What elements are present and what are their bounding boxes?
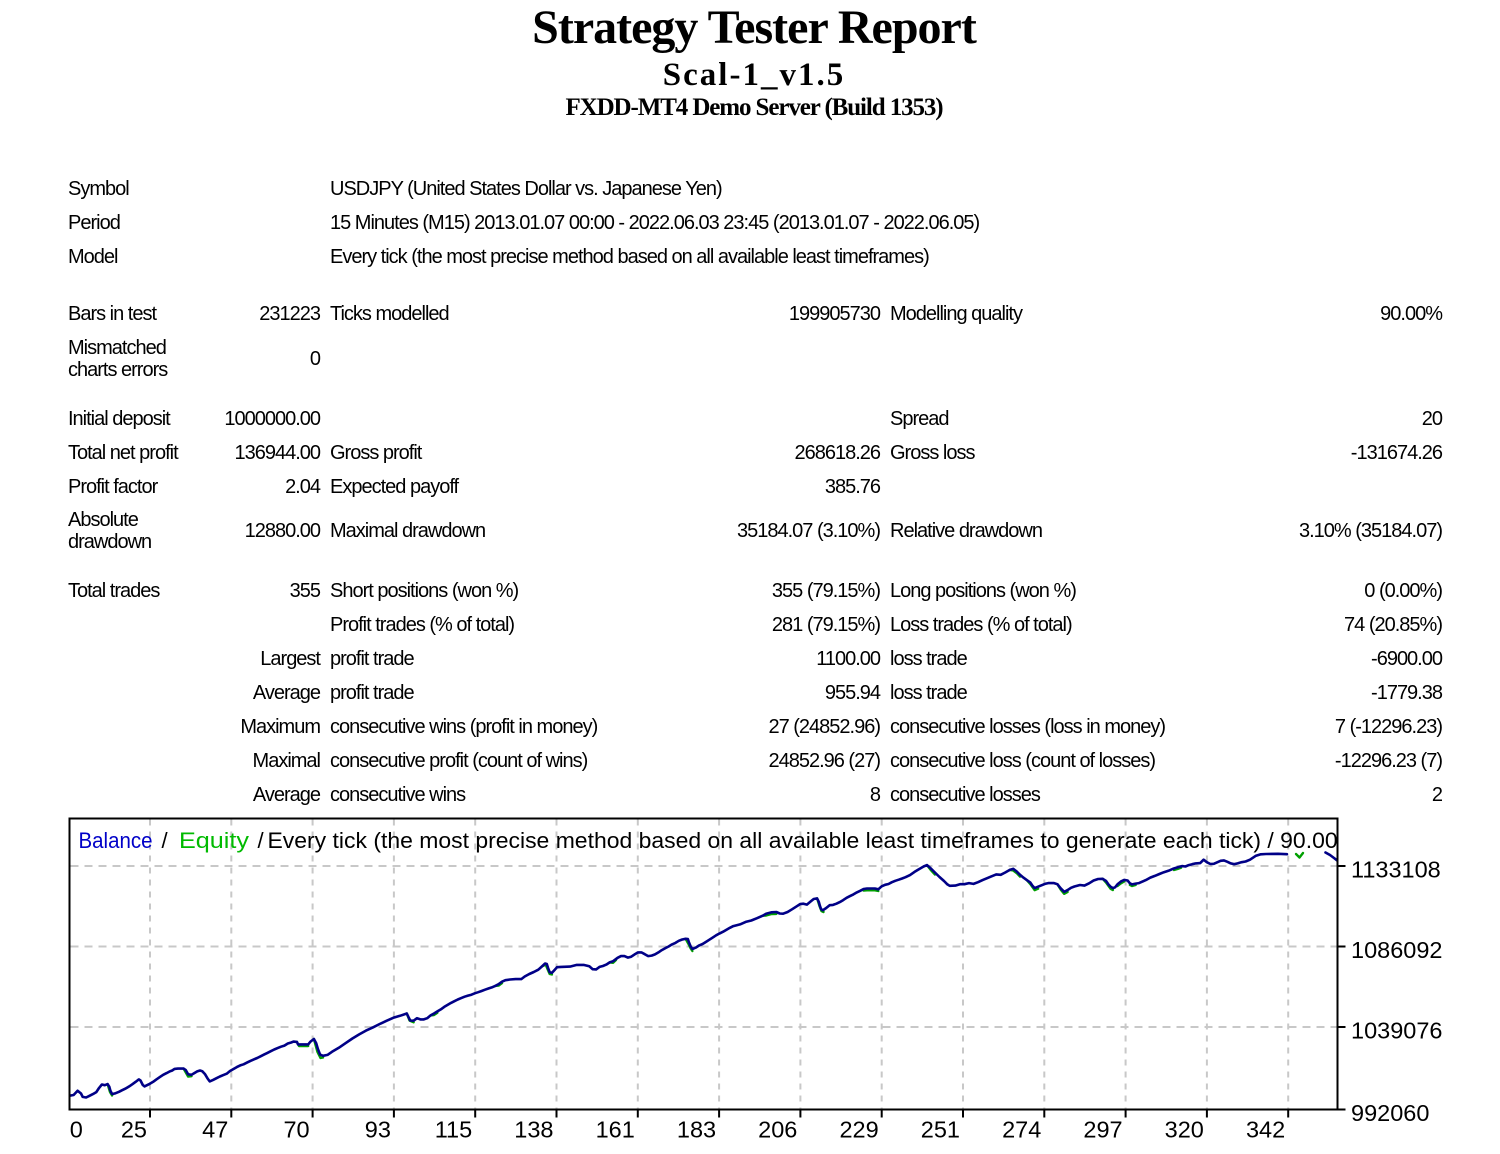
svg-text:1039076: 1039076 [1351,1018,1443,1044]
svg-text:Equity: Equity [179,828,249,853]
svg-text:1133108: 1133108 [1351,857,1441,883]
svg-text:115: 115 [435,1117,472,1143]
svg-text:161: 161 [596,1117,635,1143]
svg-text:Every tick (the most precise m: Every tick (the most precise method base… [268,828,1359,853]
svg-text:251: 251 [921,1117,960,1143]
svg-text:297: 297 [1083,1117,1122,1143]
svg-text:320: 320 [1165,1117,1204,1143]
svg-text:93: 93 [365,1117,391,1143]
svg-text:Balance: Balance [79,828,153,853]
svg-text:138: 138 [514,1117,553,1143]
svg-text:0: 0 [70,1117,83,1143]
svg-text:992060: 992060 [1351,1100,1429,1126]
svg-text:342: 342 [1246,1117,1285,1143]
svg-text:274: 274 [1002,1117,1041,1143]
svg-text:183: 183 [677,1117,716,1143]
svg-text:229: 229 [839,1117,878,1143]
svg-text:1086092: 1086092 [1351,937,1443,963]
svg-text:206: 206 [758,1117,797,1143]
svg-text:/: / [162,828,169,853]
svg-text:25: 25 [121,1117,147,1143]
svg-text:70: 70 [283,1117,309,1143]
svg-text:47: 47 [202,1117,228,1143]
svg-text:/: / [258,828,265,853]
